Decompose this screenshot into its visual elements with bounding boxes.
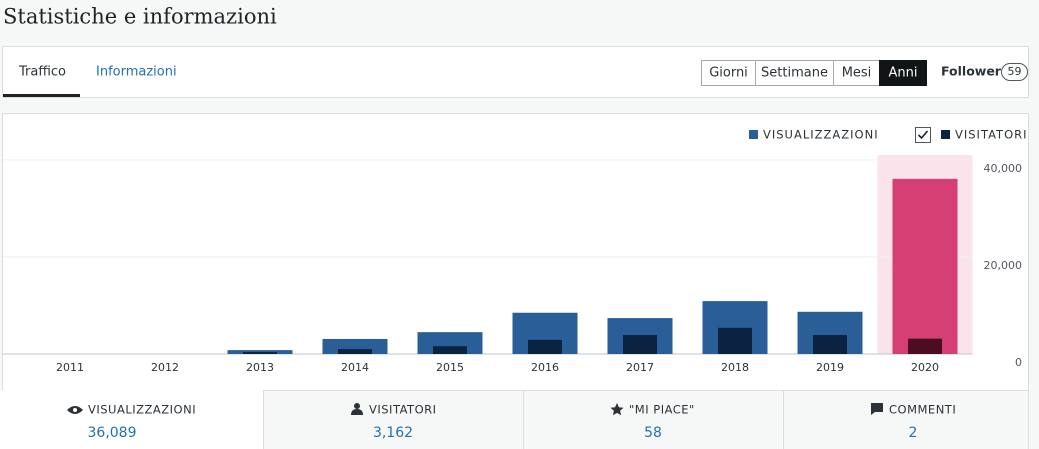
summary-cell[interactable] (783, 390, 1029, 449)
period-button[interactable] (833, 60, 880, 86)
page-title: Statistiche e informazioni (3, 5, 277, 29)
period-button[interactable] (879, 60, 927, 86)
x-tick-label: 2012 (151, 361, 179, 374)
summary-cell[interactable] (0, 390, 263, 449)
legend-label: VISITATORI (955, 128, 1028, 142)
x-tick-label: 2018 (721, 361, 749, 374)
period-label[interactable]: Anni (889, 66, 918, 81)
tab[interactable]: Traffico (18, 65, 66, 80)
period-label[interactable]: Settimane (761, 66, 828, 81)
bar[interactable] (528, 339, 562, 354)
legend-label: VISUALIZZAZIONI (763, 128, 879, 142)
follower-count: 59 (1008, 65, 1022, 78)
period-label[interactable]: Mesi (842, 66, 872, 81)
bar[interactable] (892, 178, 958, 354)
x-tick-label: 2014 (341, 361, 369, 374)
y-tick-label: 0 (1015, 356, 1022, 369)
x-tick-label: 2020 (911, 361, 939, 374)
person-body (351, 409, 363, 415)
bar[interactable] (338, 349, 372, 354)
star-icon (610, 403, 624, 416)
y-tick-label: 20,000 (984, 259, 1023, 272)
bar[interactable] (433, 346, 467, 354)
x-tick-label: 2017 (626, 361, 654, 374)
summary-label: VISITATORI (369, 403, 437, 417)
summary-label: "MI PIACE" (629, 403, 695, 417)
x-tick-label: 2016 (531, 361, 559, 374)
legend-swatch (941, 130, 950, 139)
summary-value: 2 (909, 425, 918, 441)
summary-value: 58 (644, 425, 662, 441)
period-label[interactable]: Giorni (709, 66, 748, 81)
summary-label: COMMENTI (889, 403, 956, 417)
x-tick-label: 2011 (56, 361, 84, 374)
checkbox[interactable] (915, 127, 931, 143)
tab[interactable]: Informazioni (96, 65, 177, 80)
y-tick-label: 40,000 (984, 162, 1023, 175)
checkmark (917, 130, 929, 140)
x-tick-label: 2015 (436, 361, 464, 374)
summary-cell[interactable] (523, 390, 784, 449)
bar[interactable] (243, 352, 277, 354)
x-tick-label: 2013 (246, 361, 274, 374)
comment-icon (871, 403, 883, 415)
tab-underline (3, 94, 80, 97)
eye-pupil (73, 408, 77, 412)
follower-label[interactable]: Follower (941, 64, 1002, 79)
x-tick-label: 2019 (816, 361, 844, 374)
summary-cell[interactable] (263, 390, 524, 449)
bar[interactable] (718, 327, 752, 354)
summary-value: 3,162 (373, 425, 413, 441)
bar[interactable] (908, 338, 942, 354)
summary-label: VISUALIZZAZIONI (88, 403, 196, 417)
person-icon (354, 403, 360, 409)
bar[interactable] (623, 335, 657, 354)
follower-badge (1001, 63, 1028, 81)
period-button[interactable] (755, 60, 834, 86)
legend-swatch (749, 130, 758, 139)
period-button[interactable] (701, 60, 756, 86)
bar[interactable] (813, 335, 847, 354)
summary-value: 36,089 (88, 425, 137, 441)
